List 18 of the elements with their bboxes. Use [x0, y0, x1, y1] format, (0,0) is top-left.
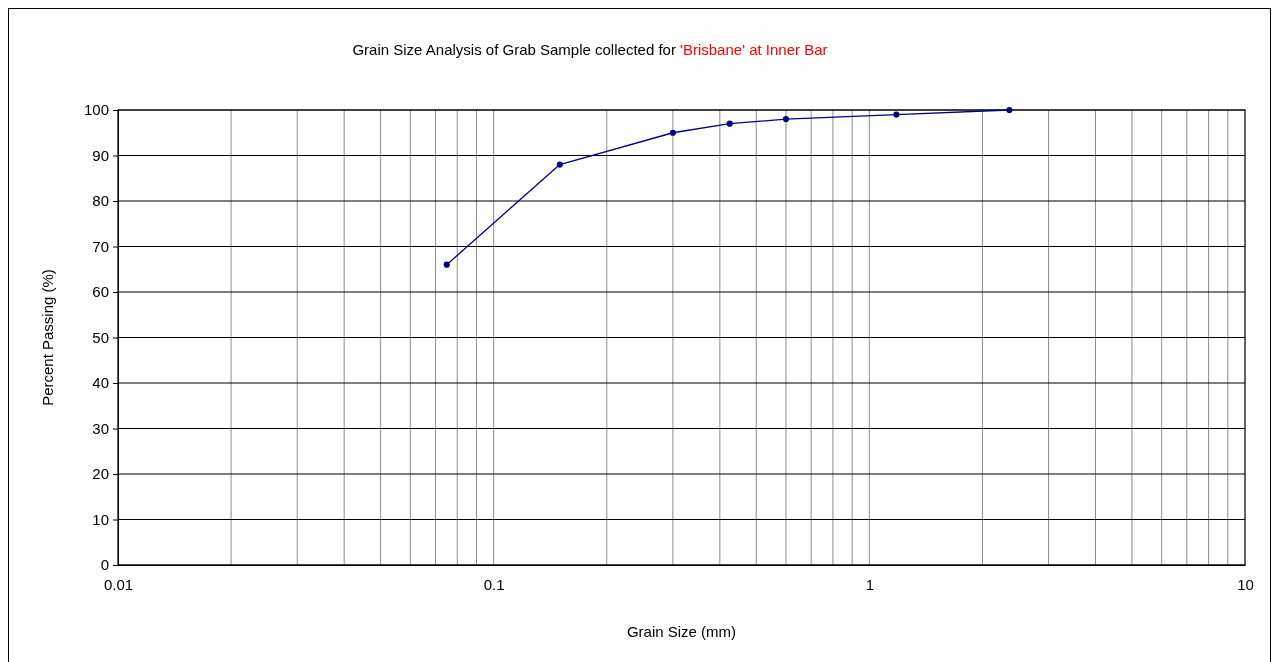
x-tick-label: 0.01: [103, 575, 134, 593]
x-tick-label: 10: [1237, 575, 1254, 593]
y-tick-label: 90: [92, 146, 109, 164]
y-tick-label: 40: [92, 374, 109, 392]
y-tick-label: 80: [92, 192, 109, 210]
y-tick-label: 0: [100, 556, 109, 574]
y-tick-label: 30: [92, 419, 109, 437]
y-tick-label: 70: [92, 237, 109, 255]
y-axis-title: Percent Passing (%): [39, 269, 56, 406]
y-tick-label: 20: [92, 465, 109, 483]
x-axis-title: Grain Size (mm): [626, 623, 737, 640]
chart-title: Grain Size Analysis of Grab Sample collected for 'Brisbane' at Inner Bar: [352, 41, 828, 58]
y-tick-label: 60: [92, 283, 109, 301]
y-tick-label: 10: [92, 510, 109, 528]
y-tick-label: 100: [83, 101, 109, 119]
x-tick-label: 0.1: [483, 575, 505, 593]
x-tick-label: 1: [865, 575, 875, 593]
y-tick-label: 50: [92, 328, 109, 346]
